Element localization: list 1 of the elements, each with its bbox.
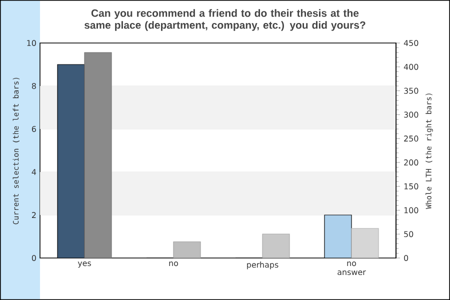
chart-title: Can you recommend a friend to do their thesis at the same place (department, company, etc.) you did yours? <box>84 9 366 31</box>
